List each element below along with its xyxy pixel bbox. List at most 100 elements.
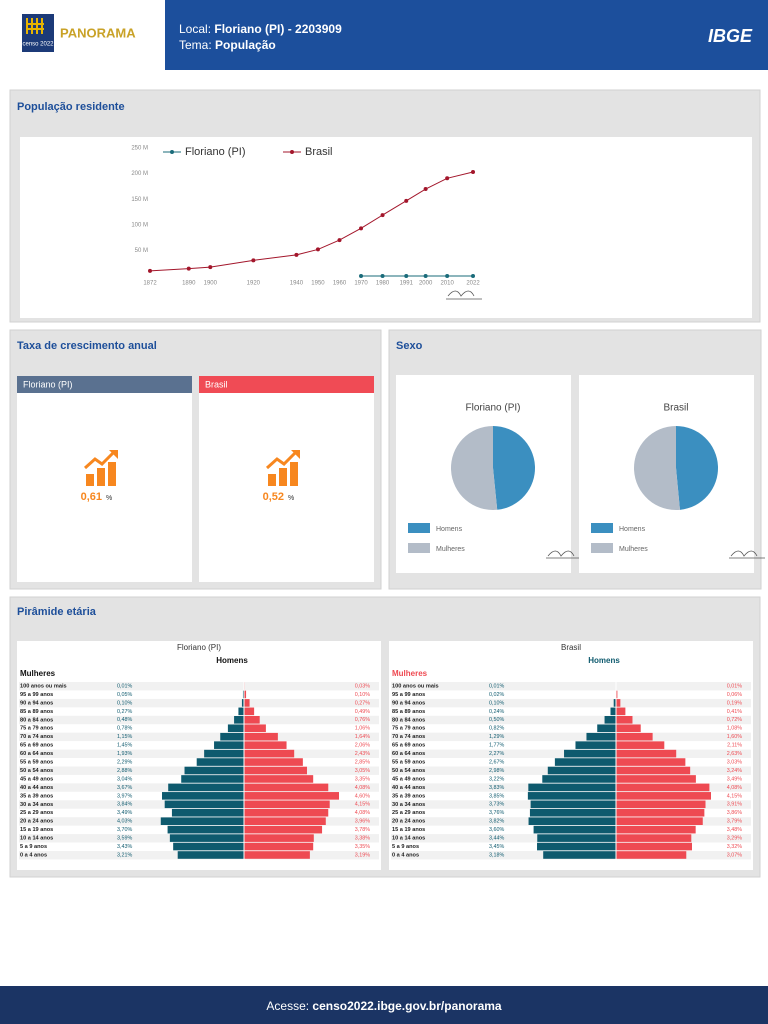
row-stripe — [391, 732, 751, 742]
bar — [244, 707, 255, 716]
theme: População — [215, 38, 276, 52]
bar — [528, 817, 616, 825]
value-label: 3,60% — [489, 827, 504, 833]
category-label: 30 a 34 anos — [392, 802, 425, 808]
value-label: 3,03% — [727, 759, 742, 765]
value-label: 3,32% — [727, 844, 742, 850]
point — [380, 213, 385, 218]
bar — [547, 766, 616, 775]
bar — [616, 707, 626, 716]
x-tick-label: 2000 — [419, 281, 433, 287]
bar — [244, 699, 250, 707]
bar — [537, 842, 616, 851]
row-stripe — [391, 715, 751, 725]
point — [423, 187, 428, 192]
pyramid-title: Brasil — [561, 643, 581, 652]
point — [445, 273, 450, 278]
category-label: 35 a 39 anos — [20, 793, 53, 799]
section-title: Sexo — [396, 340, 423, 352]
icon — [446, 290, 482, 300]
value-label: 3,19% — [355, 852, 370, 858]
card-header — [199, 376, 374, 393]
value-label: 3,43% — [117, 844, 132, 850]
location: Floriano (PI) - 2203909 — [214, 22, 342, 36]
category-label: 100 anos ou mais — [392, 683, 439, 689]
value-label: 1,45% — [117, 743, 132, 749]
value-label: 1,15% — [117, 734, 132, 740]
icon — [290, 462, 298, 486]
category-label: 35 a 39 anos — [392, 793, 425, 799]
value-label: 3,29% — [727, 836, 742, 842]
y-tick-label: 250 M — [131, 146, 148, 152]
category-label: 90 a 94 anos — [392, 700, 425, 706]
series-heading: Homens — [216, 656, 248, 665]
category-label: 95 a 99 anos — [392, 692, 425, 698]
logo-caption: censo 2022 — [22, 42, 54, 48]
value-label: 2,29% — [117, 759, 132, 765]
value-label: 0,01% — [727, 683, 742, 689]
value-label: 2,06% — [355, 743, 370, 749]
bar — [244, 716, 260, 724]
category-label: 50 a 54 anos — [20, 768, 53, 774]
bar — [616, 834, 692, 842]
bar — [604, 716, 616, 724]
value-label: 3,78% — [355, 827, 370, 833]
bar — [244, 834, 314, 842]
x-tick-label: 1991 — [400, 281, 414, 287]
value-label: 2,67% — [489, 759, 504, 765]
bar — [244, 724, 266, 733]
row-stripe — [391, 698, 751, 708]
bar — [160, 817, 244, 825]
category-label: 90 a 94 anos — [20, 700, 53, 706]
value-label: 4,08% — [355, 810, 370, 816]
value-label: 1,06% — [355, 726, 370, 732]
bar — [616, 808, 705, 817]
value-label: 3,48% — [727, 827, 742, 833]
location-line: Local: Floriano (PI) - 2203909 — [179, 22, 342, 36]
value-label: 3,67% — [117, 785, 132, 791]
point — [208, 265, 213, 270]
agency: IBGE — [708, 26, 753, 46]
value-label: 0,78% — [117, 726, 132, 732]
category-label: 60 a 64 anos — [20, 751, 53, 757]
category-label: 65 a 69 anos — [392, 743, 425, 749]
card — [17, 393, 192, 582]
x-tick-label: 2022 — [466, 281, 480, 287]
section-title: Pirâmide etária — [17, 606, 97, 618]
value-label: 0,10% — [117, 700, 132, 706]
point — [359, 226, 364, 231]
bar — [613, 699, 616, 707]
x-tick-label: 1970 — [354, 281, 368, 287]
value-label: 0,10% — [489, 700, 504, 706]
value-label: 3,44% — [489, 836, 504, 842]
value-label: 3,49% — [727, 776, 742, 782]
bar — [533, 825, 616, 834]
point — [445, 176, 450, 181]
value-label: 3,18% — [489, 852, 504, 858]
category-label: 95 a 99 anos — [20, 692, 53, 698]
category-label: 100 anos ou mais — [20, 683, 67, 689]
pie-title: Brasil — [663, 403, 688, 414]
category-label: 20 a 24 anos — [20, 819, 53, 825]
category-label: 65 a 69 anos — [20, 743, 53, 749]
value-label: 0,05% — [117, 692, 132, 698]
legend-label: Brasil — [305, 146, 333, 158]
bar — [244, 825, 323, 834]
value-label: 0,49% — [355, 709, 370, 715]
value-label: 2,63% — [727, 751, 742, 757]
value-label: 3,35% — [355, 776, 370, 782]
pie-slice — [633, 426, 680, 511]
value-label: 2,88% — [117, 768, 132, 774]
category-label: 15 a 19 anos — [392, 827, 425, 833]
value-label: 3,84% — [117, 802, 132, 808]
category-label: 70 a 74 anos — [392, 734, 425, 740]
bar — [244, 800, 330, 809]
icon — [109, 450, 118, 459]
category-label: 5 a 9 anos — [20, 844, 47, 850]
bar — [241, 699, 244, 707]
logo-mark — [26, 18, 44, 34]
value-label: 3,91% — [727, 802, 742, 808]
bar — [171, 808, 244, 817]
category-label: 55 a 59 anos — [392, 760, 425, 766]
footer-text: Acesse: censo2022.ibge.gov.br/panorama — [266, 999, 502, 1013]
